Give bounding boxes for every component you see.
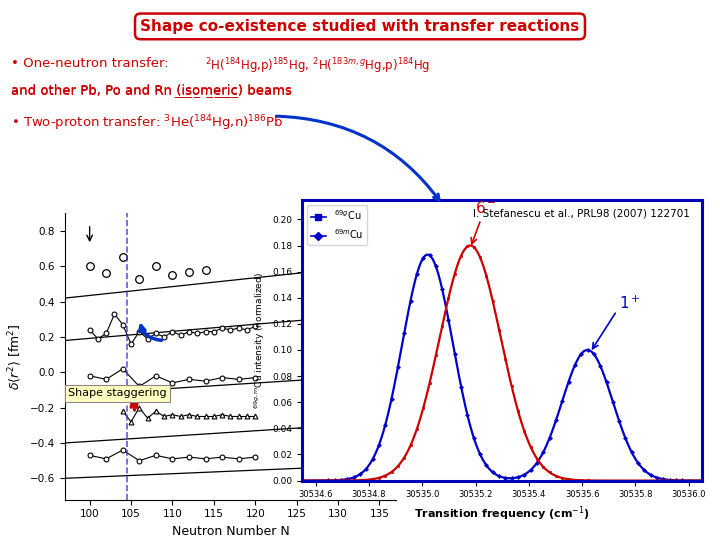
Text: I. Stefanescu et al., PRL98 (2007) 122701: I. Stefanescu et al., PRL98 (2007) 12270…	[473, 208, 690, 218]
Text: • Two-proton transfer: $^{3}$He($^{184}$Hg,n)$^{186}$Pb: • Two-proton transfer: $^{3}$He($^{184}$…	[11, 113, 284, 133]
Y-axis label: $\delta$$\langle r^2 \rangle$ [fm$^2$]: $\delta$$\langle r^2 \rangle$ [fm$^2$]	[6, 323, 24, 390]
Text: and other Pb, Po and Rn (̲i̲s̲o̲m̲e̲r̲i̲c̲) beams: and other Pb, Po and Rn (̲i̲s̲o̲m̲e̲r̲i̲…	[11, 84, 292, 97]
Legend: $^{69g}$Cu, $^{69m}$Cu: $^{69g}$Cu, $^{69m}$Cu	[307, 205, 366, 245]
Text: $6^-$: $6^-$	[475, 200, 497, 216]
X-axis label: Neutron Number N: Neutron Number N	[171, 525, 289, 538]
Y-axis label: $^{69g,m}$Cu intensity (normalized): $^{69g,m}$Cu intensity (normalized)	[253, 272, 267, 409]
X-axis label: Transition frequency (cm$^{-1}$): Transition frequency (cm$^{-1}$)	[414, 505, 590, 523]
Text: $1^+$: $1^+$	[619, 294, 641, 312]
Text: and other Pb, Po and Rn (isomeric) beams: and other Pb, Po and Rn (isomeric) beams	[11, 84, 292, 97]
Text: Shape staggering: Shape staggering	[68, 388, 167, 399]
Text: Shape co-existence studied with transfer reactions: Shape co-existence studied with transfer…	[140, 19, 580, 34]
Text: $^{2}$H($^{184}$Hg,p)$^{185}$Hg, $^{2}$H($^{183m,g}$Hg,p)$^{184}$Hg: $^{2}$H($^{184}$Hg,p)$^{185}$Hg, $^{2}$H…	[205, 57, 431, 76]
Text: • One-neutron transfer:: • One-neutron transfer:	[11, 57, 173, 70]
